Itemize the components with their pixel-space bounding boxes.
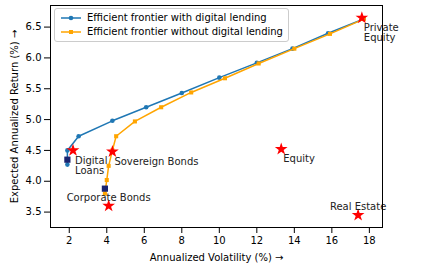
svg-text:2: 2 [66,235,72,246]
svg-text:Equity: Equity [283,153,315,164]
svg-text:DigitalLoans: DigitalLoans [75,155,107,176]
svg-text:10: 10 [213,235,226,246]
svg-text:4.5: 4.5 [26,145,42,156]
svg-text:8: 8 [179,235,185,246]
svg-text:Real Estate: Real Estate [330,201,386,212]
svg-text:Annualized Volatility (%) →: Annualized Volatility (%) → [150,252,284,263]
html-text:Efficient frontier without dig: Efficient frontier without digital lendi… [87,26,283,37]
svg-text:PrivateEquity: PrivateEquity [364,22,399,43]
svg-text:Sovereign Bonds: Sovereign Bonds [114,156,198,167]
svg-text:12: 12 [250,235,263,246]
svg-text:14: 14 [288,235,301,246]
svg-text:4: 4 [104,235,110,246]
svg-text:16: 16 [325,235,338,246]
svg-text:Expected Annualized Return (%): Expected Annualized Return (%) → [9,30,20,204]
svg-text:18: 18 [363,235,376,246]
html-text:Efficient frontier with digita: Efficient frontier with digital lending [87,12,267,23]
svg-text:5.0: 5.0 [26,114,42,125]
svg-text:6.0: 6.0 [26,52,42,63]
svg-text:4.0: 4.0 [26,175,42,186]
svg-text:6: 6 [141,235,147,246]
svg-text:5.5: 5.5 [26,83,42,94]
svg-text:6.5: 6.5 [26,21,42,32]
svg-text:3.5: 3.5 [26,206,42,217]
svg-text:Corporate Bonds: Corporate Bonds [67,192,151,203]
